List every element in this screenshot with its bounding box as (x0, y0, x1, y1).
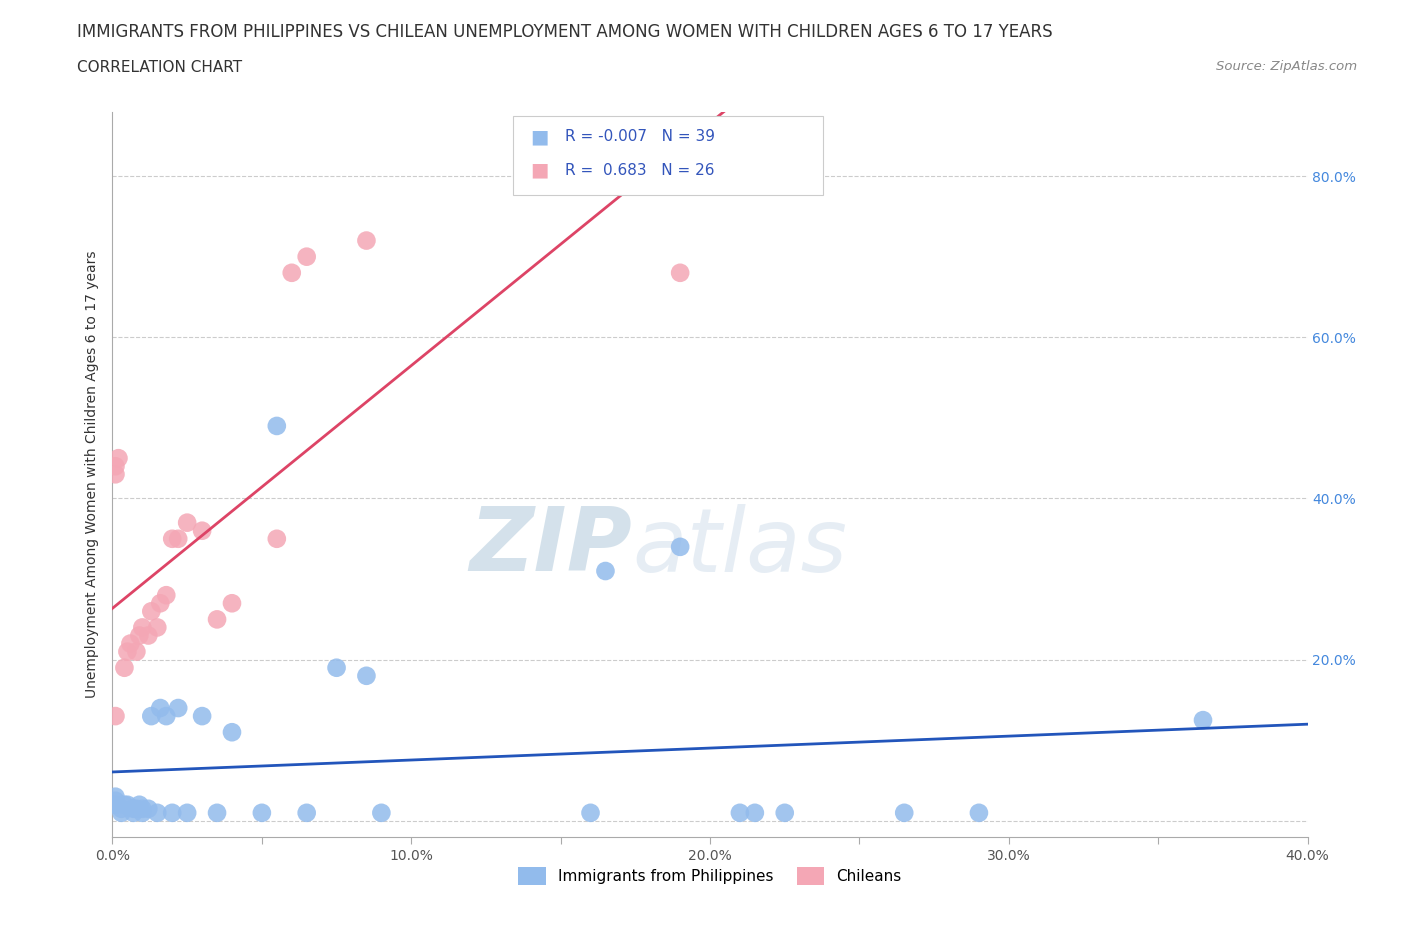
Text: R = -0.007   N = 39: R = -0.007 N = 39 (565, 129, 716, 144)
Legend: Immigrants from Philippines, Chileans: Immigrants from Philippines, Chileans (512, 861, 908, 891)
Point (141, 604, 163, 618)
Point (138, 802, 160, 817)
Point (104, 709, 127, 724)
Point (122, 802, 145, 817)
Text: ■: ■ (530, 161, 548, 179)
Point (176, 515, 198, 530)
Point (1192, 712, 1215, 727)
Point (266, 531, 288, 546)
Point (120, 636, 142, 651)
Point (176, 805, 198, 820)
Point (125, 644, 148, 659)
Point (356, 233, 378, 248)
Text: IMMIGRANTS FROM PHILIPPINES VS CHILEAN UNEMPLOYMENT AMONG WOMEN WITH CHILDREN AG: IMMIGRANTS FROM PHILIPPINES VS CHILEAN U… (77, 23, 1053, 41)
Point (773, 805, 796, 820)
Point (893, 805, 915, 820)
Point (155, 709, 177, 724)
Point (167, 700, 190, 715)
Text: CORRELATION CHART: CORRELATION CHART (77, 60, 242, 75)
Point (149, 700, 172, 715)
Point (221, 724, 243, 739)
Point (191, 709, 214, 724)
Text: ZIP: ZIP (470, 503, 633, 591)
Point (295, 249, 318, 264)
Point (579, 805, 602, 820)
Point (191, 524, 214, 538)
Point (728, 805, 751, 820)
Point (117, 644, 139, 659)
Point (162, 531, 183, 546)
Point (325, 660, 347, 675)
Text: ■: ■ (530, 127, 548, 146)
Point (110, 805, 132, 820)
Text: R =  0.683   N = 26: R = 0.683 N = 26 (565, 163, 714, 178)
Point (149, 596, 172, 611)
Point (110, 802, 132, 817)
Point (114, 797, 135, 812)
Point (131, 805, 153, 820)
Point (669, 265, 692, 280)
Y-axis label: Unemployment Among Women with Children Ages 6 to 17 years: Unemployment Among Women with Children A… (84, 250, 98, 698)
Point (167, 531, 190, 546)
Point (146, 805, 169, 820)
Point (125, 802, 148, 817)
Point (744, 805, 766, 820)
Point (221, 596, 243, 611)
Point (131, 620, 153, 635)
Point (128, 628, 150, 643)
Text: Source: ZipAtlas.com: Source: ZipAtlas.com (1216, 60, 1357, 73)
Point (967, 805, 990, 820)
Point (266, 418, 288, 433)
Point (162, 805, 183, 820)
Point (281, 265, 304, 280)
Point (370, 805, 392, 820)
Point (205, 805, 228, 820)
Point (107, 451, 129, 466)
Point (138, 628, 160, 643)
Point (104, 458, 127, 473)
Point (104, 790, 127, 804)
Point (356, 669, 378, 684)
Text: atlas: atlas (633, 504, 848, 590)
Point (295, 805, 318, 820)
Point (117, 797, 139, 812)
Point (114, 660, 135, 675)
Point (131, 802, 153, 817)
Point (205, 612, 228, 627)
Point (155, 588, 177, 603)
Point (104, 793, 127, 808)
Point (122, 805, 145, 820)
Point (669, 539, 692, 554)
Point (104, 797, 127, 812)
Point (595, 564, 617, 578)
Point (104, 467, 127, 482)
Point (250, 805, 273, 820)
Point (128, 797, 150, 812)
Point (146, 620, 169, 635)
Point (141, 709, 163, 724)
